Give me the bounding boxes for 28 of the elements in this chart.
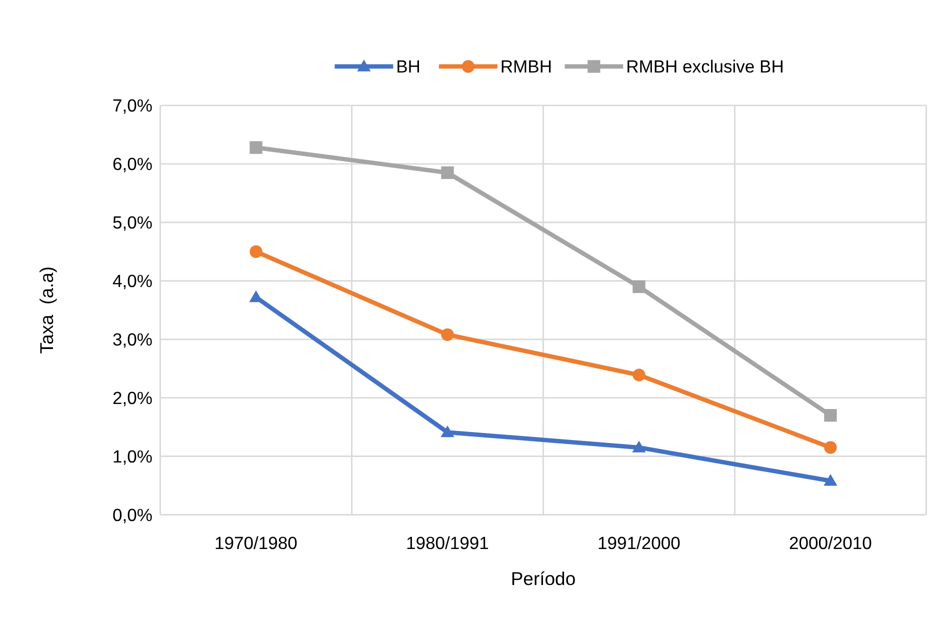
y-tick-label: 7,0% [112,96,152,116]
point [441,166,454,180]
y-tick-label: 2,0% [112,388,152,408]
y-tick-label: 4,0% [112,271,152,292]
x-tick-label: 2000/2010 [789,532,872,553]
x-tick-label: 1980/1991 [406,532,489,553]
y-axis-title: Taxa (a.a) [36,266,58,354]
x-tick-label: 1970/1980 [214,532,298,553]
legend-label: BH [396,56,420,77]
point [824,409,837,422]
y-tick-label: 6,0% [112,154,152,174]
y-tick-label: 3,0% [112,329,152,350]
point [440,425,454,438]
point [632,368,646,382]
x-tick-label: 1991/2000 [598,532,681,553]
legend-label: RMBH exclusive BH [626,56,784,77]
legend-label: RMBH [500,56,552,77]
y-tick-label: 1,0% [112,446,152,466]
point [632,280,646,294]
point [632,440,646,452]
point [824,474,838,486]
point [250,245,262,258]
point [824,441,837,454]
y-tick-label: 5,0% [112,212,152,233]
point [441,328,454,341]
y-tick-label: 0,0% [112,504,152,525]
x-axis-title: Período [510,568,576,589]
point [250,141,262,154]
